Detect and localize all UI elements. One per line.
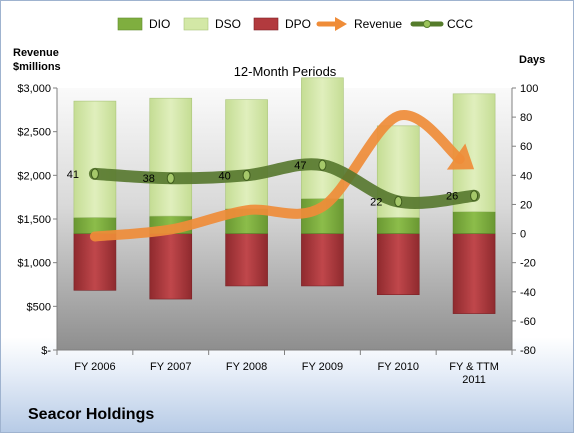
bar-dio bbox=[376, 217, 420, 234]
company-name: Seacor Holdings bbox=[28, 406, 155, 423]
legend-label-dso: DSO bbox=[215, 17, 241, 31]
bar-dpo bbox=[376, 233, 420, 295]
legend-label-dio: DIO bbox=[149, 17, 170, 31]
ccc-line bbox=[88, 158, 481, 209]
left-axis-title-line1: Revenue bbox=[13, 47, 59, 59]
ccc-data-label: 38 bbox=[143, 173, 155, 185]
ccc-point bbox=[242, 169, 251, 181]
left-axis-tick-label: $2,500 bbox=[17, 127, 51, 139]
right-axis-tick-label: -60 bbox=[520, 316, 536, 328]
bar-dpo bbox=[73, 233, 117, 291]
right-axis-tick-label: 100 bbox=[520, 83, 538, 95]
right-axis-tick-label: 60 bbox=[520, 141, 532, 153]
x-axis-tick-label: FY 2007 bbox=[150, 361, 191, 373]
plot-area bbox=[57, 88, 512, 350]
chart-title: 12-Month Periods bbox=[234, 64, 337, 79]
revenue-arrowhead bbox=[446, 143, 475, 170]
bar-dso bbox=[301, 77, 344, 199]
ccc-point bbox=[394, 196, 403, 208]
ccc-data-label: 41 bbox=[67, 169, 79, 181]
left-axis-tick-label: $1,000 bbox=[17, 258, 51, 270]
legend-swatch-dio bbox=[117, 17, 143, 31]
right-axis-title: Days bbox=[519, 54, 545, 66]
ccc-point bbox=[318, 159, 327, 171]
left-axis-tick-label: $500 bbox=[27, 301, 51, 313]
right-axis-tick-label: 20 bbox=[520, 199, 532, 211]
left-axis-tick-label: $3,000 bbox=[17, 83, 51, 95]
legend-swatch-dpo bbox=[253, 17, 279, 31]
left-axis-tick-label: $- bbox=[41, 345, 51, 357]
legend-label-revenue: Revenue bbox=[354, 17, 402, 31]
legend-swatch-dso bbox=[183, 17, 209, 31]
ccc-point bbox=[166, 172, 175, 184]
legend-label-ccc: CCC bbox=[447, 17, 473, 31]
axes: $- $500 $1,000 $1,500 $2,000 $2,500 $3,000 -80 -… bbox=[17, 83, 538, 386]
revenue-arrow-layer bbox=[89, 110, 475, 242]
right-axis-tick-label: 40 bbox=[520, 170, 532, 182]
x-axis-tick-label: FY 2009 bbox=[302, 361, 343, 373]
ccc-data-label: 26 bbox=[446, 191, 458, 203]
x-axis-tick-label: FY & TTM bbox=[449, 361, 499, 373]
bar-dpo bbox=[225, 233, 268, 287]
right-axis-tick-label: -20 bbox=[520, 258, 536, 270]
legend: DIO DSO DPO Revenue CCC bbox=[117, 17, 473, 31]
bar-dpo bbox=[452, 233, 496, 314]
legend-swatch-revenue bbox=[316, 17, 347, 31]
right-axis-tick-label: -40 bbox=[520, 287, 536, 299]
legend-swatch-ccc bbox=[410, 20, 444, 28]
ccc-data-label: 47 bbox=[294, 160, 306, 172]
bar-dso bbox=[225, 99, 268, 210]
bar-dpo bbox=[301, 233, 344, 287]
x-axis-tick-label: FY 2008 bbox=[226, 361, 267, 373]
bar-dpo bbox=[149, 233, 193, 300]
right-axis-tick-label: 0 bbox=[520, 229, 526, 241]
left-axis-tick-label: $1,500 bbox=[17, 214, 51, 226]
ccc-line-layer: 41 38 40 47 22 26 bbox=[67, 158, 481, 209]
x-axis-tick-label: 2011 bbox=[462, 374, 486, 386]
left-axis-tick-label: $2,000 bbox=[17, 170, 51, 182]
ccc-data-label: 40 bbox=[218, 170, 230, 182]
x-axis-tick-label: FY 2006 bbox=[74, 361, 115, 373]
revenue-line bbox=[89, 110, 465, 242]
bar-dio bbox=[452, 211, 496, 234]
ccc-point bbox=[470, 190, 479, 202]
bar-dso bbox=[73, 100, 117, 218]
right-axis-tick-label: 80 bbox=[520, 112, 532, 124]
ccc-data-label: 22 bbox=[370, 197, 382, 209]
left-axis-title-line2: $millions bbox=[13, 61, 61, 73]
bar-group bbox=[73, 77, 496, 314]
legend-label-dpo: DPO bbox=[285, 17, 311, 31]
bar-dso bbox=[149, 97, 193, 217]
right-axis-tick-label: -80 bbox=[520, 345, 536, 357]
ccc-point bbox=[90, 168, 99, 180]
x-axis-tick-label: FY 2010 bbox=[378, 361, 419, 373]
